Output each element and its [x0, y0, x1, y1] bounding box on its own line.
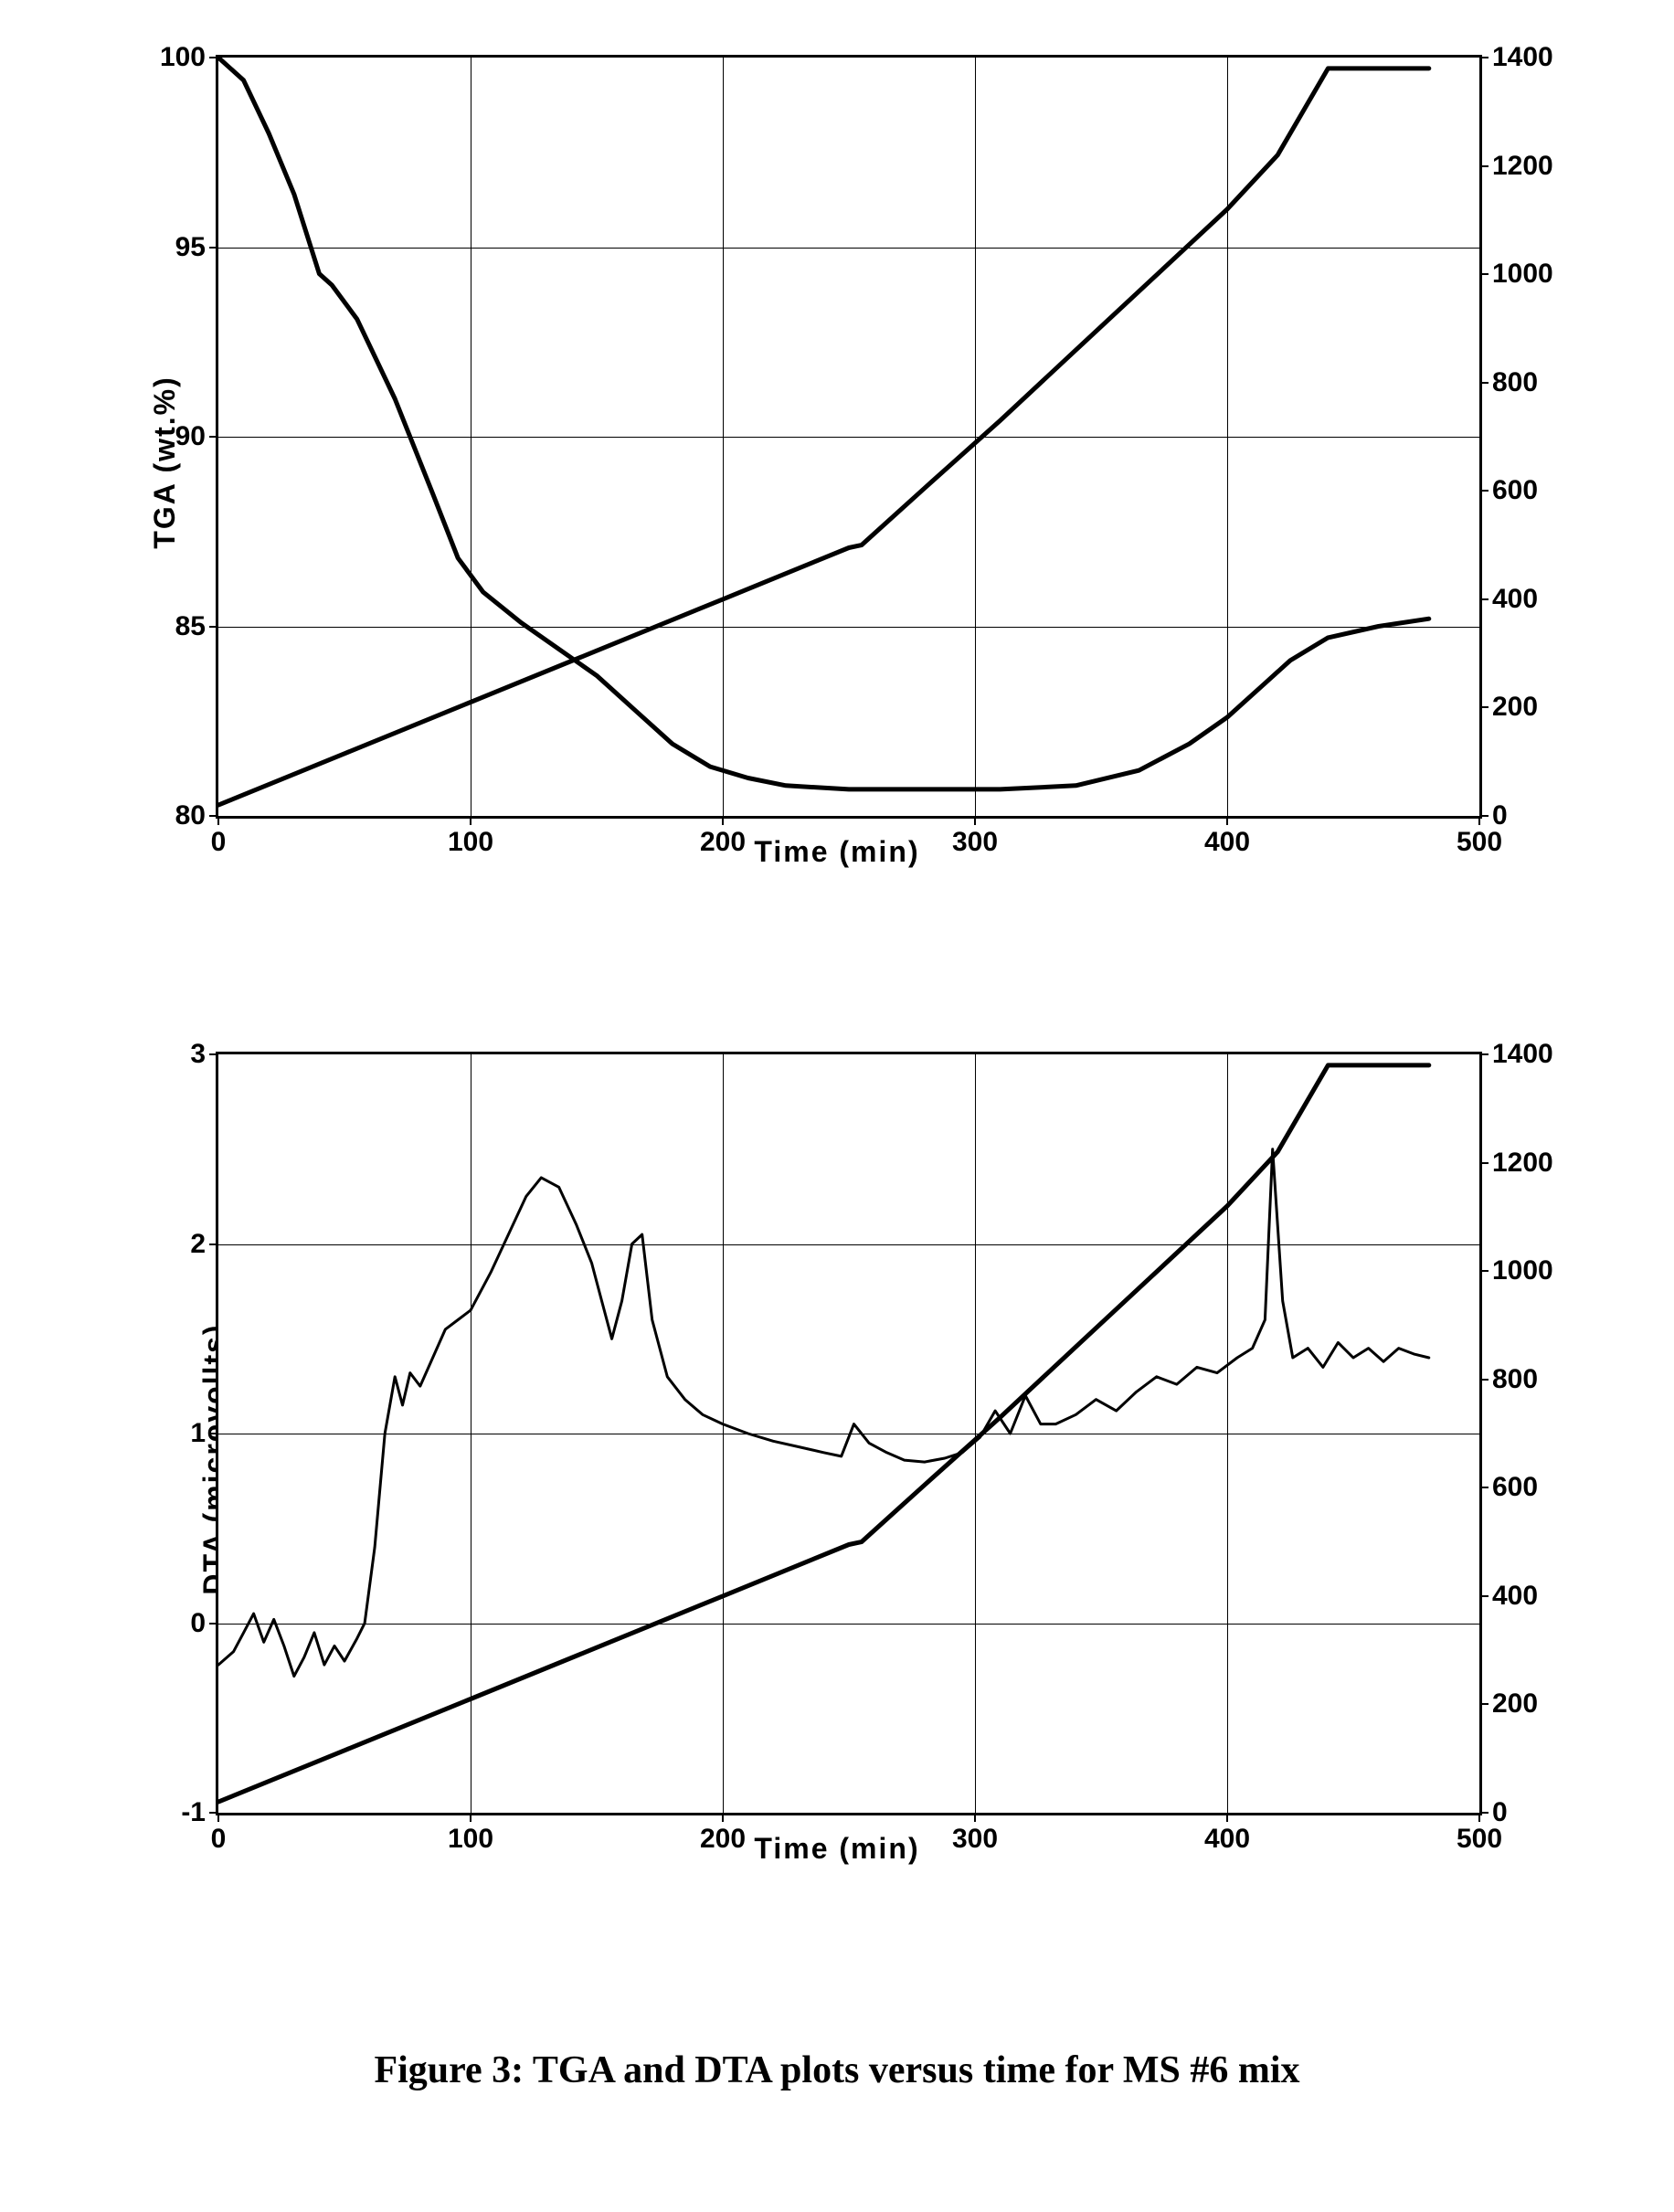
page: TGA (wt.%) Temperature (°C) 010020030040…	[0, 0, 1674, 2212]
tga-plot-area: 0100200300400500808590951000200400600800…	[216, 55, 1482, 819]
tga-chart: TGA (wt.%) Temperature (°C) 010020030040…	[133, 55, 1541, 869]
dta-x-label: Time (min)	[133, 1832, 1541, 1866]
dta-chart: DTA (microvollts) Temperature (°C) 01002…	[133, 1052, 1541, 1866]
tga-x-label: Time (min)	[133, 835, 1541, 869]
dta-plot-area: 0100200300400500-10123020040060080010001…	[216, 1052, 1482, 1815]
figure-caption: Figure 3: TGA and DTA plots versus time …	[101, 2048, 1573, 2092]
tga-y-left-label: TGA (wt.%)	[148, 376, 182, 548]
